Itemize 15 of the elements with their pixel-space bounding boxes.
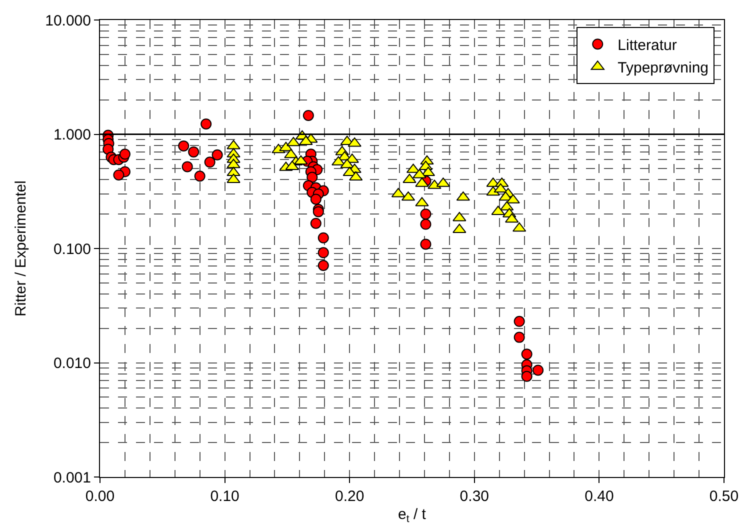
x-tick-label: 0.10 bbox=[210, 488, 240, 505]
x-axis-title: e$_{t}$ / t bbox=[398, 506, 427, 526]
y-tick-label: 10.000 bbox=[45, 12, 91, 30]
x-tick-label: 0.00 bbox=[85, 488, 115, 505]
y-tick-label: 0.100 bbox=[53, 240, 91, 258]
y-axis-title: Ritter / Experimentel bbox=[12, 180, 30, 316]
x-tick-label: 0.50 bbox=[709, 488, 739, 505]
y-tick-label: 0.010 bbox=[53, 355, 91, 372]
legend-label: Typeprøvning bbox=[618, 59, 709, 76]
y-tick-label: 1.000 bbox=[53, 126, 91, 144]
x-tick-label: 0.30 bbox=[460, 488, 489, 505]
legend-label: Litteratur bbox=[618, 36, 677, 54]
x-tick-label: 0.40 bbox=[584, 488, 614, 505]
y-tick-label: 0.001 bbox=[53, 469, 91, 486]
x-tick-label: 0.20 bbox=[335, 488, 364, 505]
